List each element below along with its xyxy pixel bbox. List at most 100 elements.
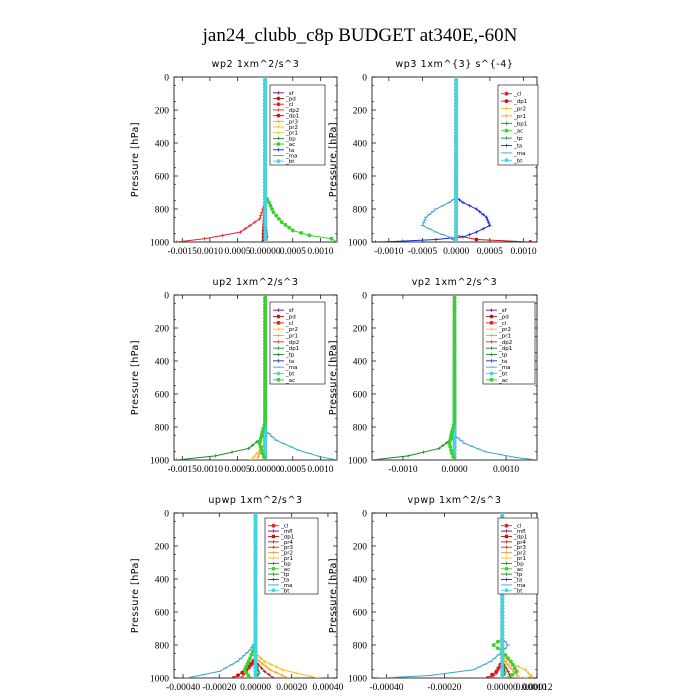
series-point <box>263 434 268 439</box>
series-point <box>263 207 268 211</box>
legend-marker <box>489 359 494 363</box>
series-point <box>452 416 457 421</box>
series-point <box>307 233 312 238</box>
series-point <box>263 296 268 301</box>
series-point <box>263 332 268 336</box>
series-point <box>253 666 258 671</box>
series-point <box>454 190 459 195</box>
series-point <box>253 547 258 552</box>
series-point <box>286 676 290 678</box>
series-point <box>454 164 459 169</box>
series-point <box>257 217 262 221</box>
series-group <box>373 77 533 242</box>
series-point <box>488 223 492 228</box>
series-point <box>451 423 456 428</box>
legend-marker <box>504 99 509 104</box>
legend-marker <box>504 158 509 163</box>
y-tick-label: 600 <box>353 609 368 619</box>
series-point <box>253 662 258 667</box>
x-tick-label: -0.00040 <box>166 683 200 693</box>
series-dp2 <box>174 77 267 242</box>
legend: _sf_pd_cl_pr2_pr1_dp2_dp1_tp_ta_ma_bt_ac <box>482 301 536 385</box>
series-point <box>263 183 268 188</box>
series-point <box>263 387 268 392</box>
legend-item-pr1: _pr1 <box>486 334 511 340</box>
series-point <box>262 659 267 664</box>
series-point <box>263 101 268 106</box>
legend-marker <box>504 561 509 566</box>
series-point <box>263 351 268 356</box>
series-point <box>244 670 249 675</box>
y-tick-label: 800 <box>353 206 368 216</box>
series-point <box>373 240 378 242</box>
legend-label: _sf <box>285 308 295 314</box>
series-point <box>263 94 268 99</box>
series-point <box>500 596 505 601</box>
series-point <box>452 332 457 336</box>
y-tick-label: 200 <box>155 107 170 117</box>
legend-marker <box>276 308 281 312</box>
series-point <box>253 613 258 618</box>
legend-item-mfl: _mfl <box>501 529 526 535</box>
series-point <box>263 134 268 139</box>
series-point <box>452 368 457 372</box>
series-point <box>496 668 500 672</box>
legend-marker <box>271 540 276 544</box>
series-point <box>253 620 258 624</box>
series-point <box>268 203 273 208</box>
legend-label: _pd <box>498 315 509 321</box>
series-point <box>253 534 258 539</box>
series-point <box>263 210 268 215</box>
series-point <box>452 444 457 449</box>
series-point <box>253 573 258 578</box>
series-point <box>454 141 459 145</box>
series-point <box>263 400 268 405</box>
series-point <box>452 381 457 385</box>
x-tick-label: 0.0005 <box>477 247 503 257</box>
series-point <box>491 673 496 678</box>
series-point <box>253 653 258 657</box>
legend-label: _ma <box>513 151 525 157</box>
x-tick-label: -0.00020 <box>427 683 461 693</box>
series-point <box>263 312 268 317</box>
series-point <box>452 441 457 446</box>
series-point <box>253 646 258 651</box>
legend-label: _dp1 <box>285 114 299 120</box>
x-tick-label: 0.00000 <box>487 683 518 693</box>
y-tick-label: 600 <box>353 173 368 183</box>
series-group <box>174 295 337 460</box>
figure-title: jan24_clubb_c8p BUDGET at340E,-60N <box>202 25 518 46</box>
legend-marker <box>276 320 281 325</box>
y-axis-label: Pressure [hPa] <box>328 558 339 633</box>
series-point <box>500 639 505 644</box>
series-point <box>452 438 457 443</box>
chart-title: vpwp 1xm^2/s^3 <box>408 495 502 506</box>
series-point <box>243 227 247 231</box>
y-tick-label: 0 <box>362 74 367 84</box>
x-tick-label: 0.0005 <box>280 247 306 257</box>
series-point <box>454 187 459 192</box>
legend-label: _pr4 <box>280 540 294 546</box>
legend-label: _ma <box>285 365 297 371</box>
series-point <box>263 147 268 152</box>
series-point <box>263 150 268 155</box>
y-tick-label: 800 <box>155 424 170 434</box>
series-point <box>263 364 268 369</box>
series-point <box>238 230 243 234</box>
legend-label: _bt <box>285 372 295 378</box>
series-point <box>263 114 268 119</box>
series-point <box>263 341 268 346</box>
series-point <box>529 674 534 678</box>
legend-item-pr1: _pr1 <box>273 334 298 340</box>
series-point <box>263 223 268 228</box>
series-point <box>280 667 285 672</box>
series-point <box>481 212 485 217</box>
series-line <box>176 295 266 460</box>
legend-label: _ac <box>280 567 290 573</box>
series-point <box>454 200 459 205</box>
series-point <box>454 180 459 185</box>
series-point <box>253 633 258 638</box>
legend-item-pr1: _pr1 <box>501 114 526 120</box>
series-point <box>452 377 457 382</box>
legend-marker <box>276 327 281 331</box>
